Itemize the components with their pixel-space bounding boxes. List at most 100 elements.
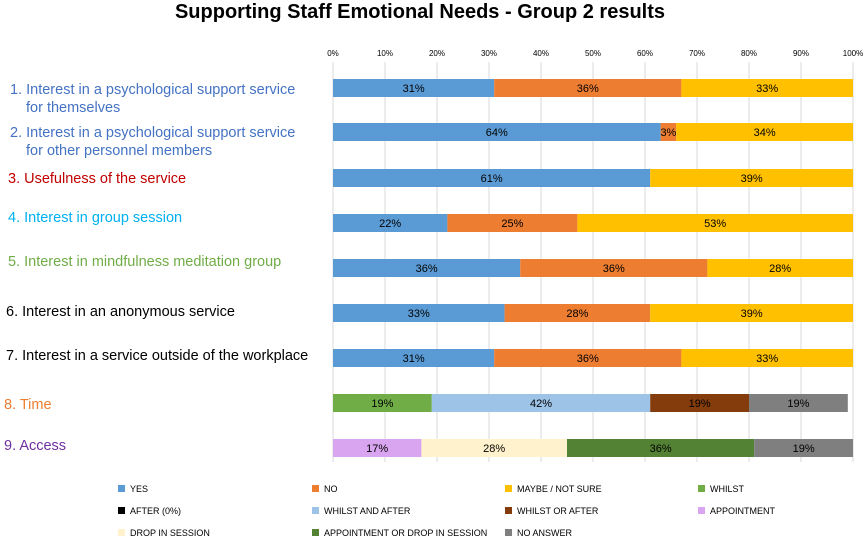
legend-label-no: NO	[324, 484, 338, 494]
bar-value-label: 53%	[704, 218, 726, 230]
legend-swatch-after	[118, 507, 125, 514]
bar-segment-appt_or_drop	[567, 439, 755, 457]
bar-segment-yes	[333, 214, 448, 232]
bar-value-label: 28%	[483, 443, 505, 455]
legend-label-drop_in: DROP IN SESSION	[130, 528, 210, 538]
bar-value-label: 33%	[756, 83, 778, 95]
bar-segment-no	[504, 304, 651, 322]
x-tick-label: 10%	[377, 49, 393, 58]
bar-value-label: 36%	[650, 443, 672, 455]
bar-segment-maybe	[650, 304, 853, 322]
question-label: 1. Interest in a psychological support s…	[10, 82, 295, 98]
chart-title: Supporting Staff Emotional Needs - Group…	[175, 1, 665, 23]
bar-value-label: 3%	[660, 127, 676, 139]
bars: 31% 36% 33% 64% 3% 34% 61% 39% 22% 25% 53% 36% 36% 28…	[333, 79, 853, 457]
legend-swatch-maybe	[505, 485, 512, 492]
x-tick-label: 100%	[843, 49, 863, 58]
x-tick-label: 90%	[793, 49, 809, 58]
bar-value-label: 61%	[481, 173, 503, 185]
legend-swatch-no	[312, 485, 319, 492]
bar-value-label: 36%	[416, 263, 438, 275]
x-tick-label: 50%	[585, 49, 601, 58]
legend-label-after: AFTER (0%)	[130, 506, 181, 516]
legend: YES NO MAYBE / NOT SURE WHILST AFTER (0%) WHI…	[118, 484, 776, 538]
bar-segment-no_answer	[754, 439, 853, 457]
legend-label-appointment: APPOINTMENT	[710, 506, 776, 516]
bar-value-label: 33%	[408, 308, 430, 320]
bar-segment-maybe	[676, 123, 853, 141]
bar-value-label: 36%	[577, 83, 599, 95]
legend-label-no_answer: NO ANSWER	[517, 528, 573, 538]
question-label: 9. Access	[4, 438, 66, 454]
bar-segment-yes	[333, 259, 521, 277]
bar-segment-maybe	[681, 349, 853, 367]
bar-segment-whilst_or_after	[650, 394, 749, 412]
bar-value-label: 28%	[769, 263, 791, 275]
bar-segment-maybe	[681, 79, 853, 97]
x-axis-ticks: 0% 10% 20% 30% 40% 50% 60% 70% 80% 90% 100%	[327, 49, 863, 58]
bar-segment-no	[494, 79, 682, 97]
legend-label-whilst: WHILST	[710, 484, 745, 494]
bar-segment-appointment	[333, 439, 422, 457]
question-label: 7. Interest in a service outside of the …	[6, 348, 308, 364]
x-tick-label: 80%	[741, 49, 757, 58]
question-label: 5. Interest in mindfulness meditation gr…	[8, 254, 281, 270]
x-tick-label: 20%	[429, 49, 445, 58]
x-tick-label: 60%	[637, 49, 653, 58]
legend-swatch-whilst_after	[312, 507, 319, 514]
bar-value-label: 19%	[787, 398, 809, 410]
legend-label-whilst_or_after: WHILST OR AFTER	[517, 506, 599, 516]
bar-value-label: 28%	[566, 308, 588, 320]
x-tick-label: 70%	[689, 49, 705, 58]
bar-segment-maybe	[577, 214, 853, 232]
bar-value-label: 39%	[741, 173, 763, 185]
bar-value-label: 42%	[530, 398, 552, 410]
bar-segment-no	[447, 214, 578, 232]
bar-value-label: 39%	[741, 308, 763, 320]
bar-segment-maybe	[650, 169, 853, 187]
question-label: 6. Interest in an anonymous service	[6, 304, 235, 320]
legend-swatch-no_answer	[505, 529, 512, 536]
bar-value-label: 34%	[754, 127, 776, 139]
bar-value-label: 64%	[486, 127, 508, 139]
x-tick-label: 30%	[481, 49, 497, 58]
bar-value-label: 19%	[793, 443, 815, 455]
question-labels: 1. Interest in a psychological support s…	[4, 82, 308, 454]
bar-segment-yes	[333, 169, 651, 187]
legend-swatch-appt_or_drop	[312, 529, 319, 536]
bar-value-label: 19%	[371, 398, 393, 410]
bar-value-label: 22%	[379, 218, 401, 230]
bar-segment-drop_in	[421, 439, 567, 457]
legend-label-appt_or_drop: APPOINTMENT OR DROP IN SESSION	[324, 528, 487, 538]
bar-segment-whilst_after	[431, 394, 651, 412]
legend-label-whilst_after: WHILST AND AFTER	[324, 506, 411, 516]
bar-value-label: 25%	[501, 218, 523, 230]
bar-segment-no	[520, 259, 708, 277]
bar-value-label: 17%	[366, 443, 388, 455]
bar-segment-yes	[333, 123, 661, 141]
question-label: 8. Time	[4, 397, 52, 413]
bar-value-label: 31%	[403, 353, 425, 365]
legend-swatch-drop_in	[118, 529, 125, 536]
question-label: 4. Interest in group session	[8, 210, 182, 226]
bar-segment-no	[494, 349, 682, 367]
legend-swatch-yes	[118, 485, 125, 492]
legend-label-yes: YES	[130, 484, 148, 494]
question-label: for themselves	[26, 100, 120, 116]
bar-segment-yes	[333, 349, 495, 367]
legend-swatch-whilst_or_after	[505, 507, 512, 514]
bar-segment-yes	[333, 304, 505, 322]
bar-value-label: 36%	[603, 263, 625, 275]
bar-segment-yes	[333, 79, 495, 97]
bar-value-label: 31%	[403, 83, 425, 95]
x-tick-label: 40%	[533, 49, 549, 58]
question-label: 2. Interest in a psychological support s…	[10, 125, 295, 141]
x-tick-label: 0%	[327, 49, 339, 58]
legend-swatch-whilst	[698, 485, 705, 492]
bar-segment-no	[660, 123, 677, 141]
bar-value-label: 33%	[756, 353, 778, 365]
bar-segment-no_answer	[749, 394, 848, 412]
legend-label-maybe: MAYBE / NOT SURE	[517, 484, 602, 494]
bar-value-label: 19%	[689, 398, 711, 410]
